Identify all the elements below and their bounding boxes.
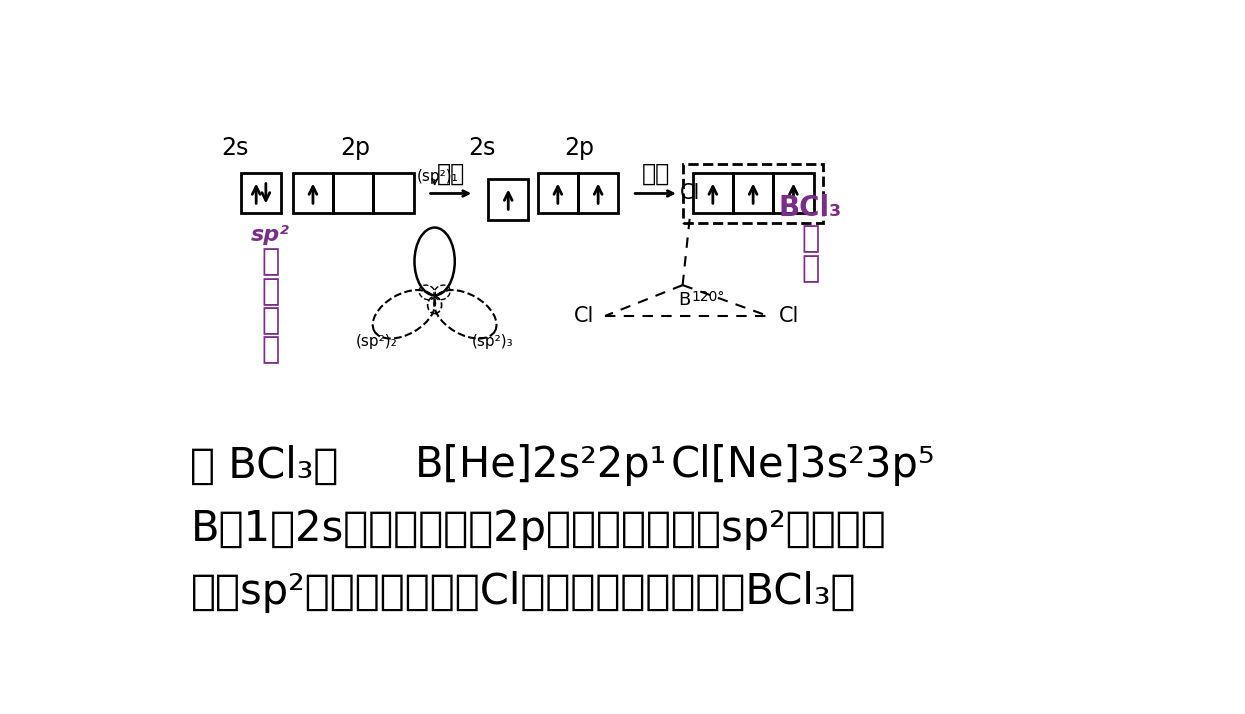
Text: 三个sp²杂化轨道，再与Cl的单电子配对，形成BCl₃。: 三个sp²杂化轨道，再与Cl的单电子配对，形成BCl₃。 <box>190 570 857 613</box>
Bar <box>578 174 619 213</box>
Bar <box>374 174 413 213</box>
Text: sp²: sp² <box>251 225 290 245</box>
Text: 化: 化 <box>261 277 279 306</box>
Text: 轨: 轨 <box>261 306 279 335</box>
Text: 道: 道 <box>261 336 279 364</box>
Text: 构: 构 <box>802 253 819 283</box>
Text: (sp²)₁: (sp²)₁ <box>417 169 458 184</box>
Bar <box>773 174 813 213</box>
Bar <box>334 174 374 213</box>
Text: B: B <box>679 291 690 309</box>
Text: 2p: 2p <box>340 136 370 160</box>
Bar <box>692 174 733 213</box>
Text: 激发: 激发 <box>437 162 466 186</box>
Text: B的1个2s电子先激发到2p空轨道，然后经sp²杂化形成: B的1个2s电子先激发到2p空轨道，然后经sp²杂化形成 <box>190 508 886 550</box>
Text: Cl[Ne]3s²3p⁵: Cl[Ne]3s²3p⁵ <box>671 445 935 486</box>
Text: B[He]2s²2p¹: B[He]2s²2p¹ <box>416 445 667 486</box>
Text: Cl: Cl <box>680 183 701 203</box>
Text: 2s: 2s <box>222 136 248 160</box>
Text: 结: 结 <box>802 224 819 253</box>
Bar <box>538 174 578 213</box>
Text: (sp²)₃: (sp²)₃ <box>472 333 513 348</box>
Text: 2p: 2p <box>564 136 595 160</box>
Text: 杂化: 杂化 <box>641 162 670 186</box>
Bar <box>684 164 823 223</box>
Text: BCl₃: BCl₃ <box>779 194 842 222</box>
Text: Cl: Cl <box>574 306 594 326</box>
Bar <box>240 174 281 213</box>
Text: 杂: 杂 <box>261 248 279 276</box>
Text: 2s: 2s <box>468 136 496 160</box>
Text: Cl: Cl <box>778 306 799 326</box>
Text: (sp²)₂: (sp²)₂ <box>356 333 397 348</box>
Bar <box>293 174 334 213</box>
Text: 如 BCl₃：: 如 BCl₃： <box>190 445 339 486</box>
Bar <box>488 179 528 219</box>
Bar <box>733 174 773 213</box>
Text: 120°: 120° <box>692 290 726 303</box>
